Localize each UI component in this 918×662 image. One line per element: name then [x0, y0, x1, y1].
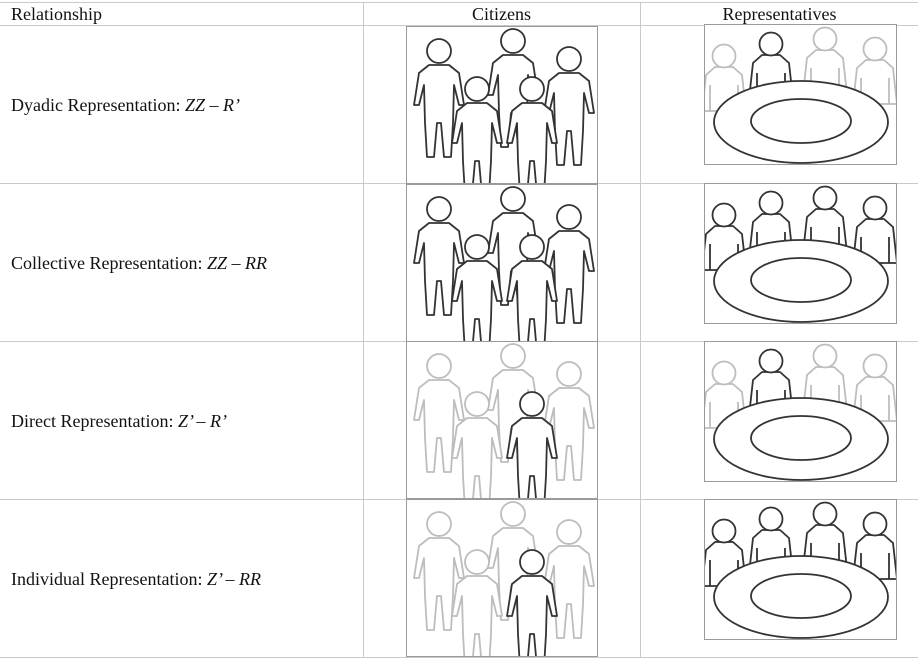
- representative-head-icon: [812, 185, 838, 211]
- citizens-crowd-figure: [406, 499, 598, 657]
- person-head-icon: [426, 38, 452, 64]
- citizens-crowd-figure: [406, 26, 598, 184]
- relationship-name: Individual Representation:: [11, 569, 207, 589]
- person-head-icon: [500, 186, 526, 212]
- column-divider: [363, 2, 364, 658]
- representative-head-icon: [862, 511, 888, 537]
- representatives-table-figure: [704, 341, 897, 482]
- person-head-icon: [556, 361, 582, 387]
- person-icon: [506, 102, 558, 183]
- person-head-icon: [500, 343, 526, 369]
- representative-head-icon: [812, 501, 838, 527]
- row-label-dyadic: Dyadic Representation: ZZ – R’: [11, 94, 240, 116]
- person-head-icon: [519, 549, 545, 575]
- person-head-icon: [556, 46, 582, 72]
- representative-head-icon: [711, 360, 737, 386]
- person-head-icon: [464, 76, 490, 102]
- person-head-icon: [556, 204, 582, 230]
- representative-head-icon: [711, 202, 737, 228]
- row-label-individual: Individual Representation: Z’ – RR: [11, 568, 261, 590]
- person-head-icon: [464, 234, 490, 260]
- representatives-table-figure: [704, 24, 897, 165]
- relationship-name: Dyadic Representation:: [11, 95, 185, 115]
- representatives-table-figure: [704, 499, 897, 640]
- relationship-name: Collective Representation:: [11, 253, 207, 273]
- table-inner-ring-icon: [750, 257, 852, 303]
- person-head-icon: [500, 28, 526, 54]
- representative-head-icon: [711, 43, 737, 69]
- representative-head-icon: [812, 343, 838, 369]
- table-top-border: [0, 2, 918, 3]
- person-head-icon: [519, 234, 545, 260]
- person-icon: [506, 575, 558, 656]
- representative-head-icon: [758, 506, 784, 532]
- representative-head-icon: [758, 31, 784, 57]
- representative-head-icon: [862, 353, 888, 379]
- header-representatives: Representatives: [722, 4, 837, 24]
- relationship-formula: ZZ – RR: [206, 253, 267, 273]
- person-icon: [451, 575, 503, 656]
- citizens-crowd-figure: [406, 184, 598, 342]
- representative-head-icon: [862, 36, 888, 62]
- representative-head-icon: [758, 348, 784, 374]
- column-divider: [640, 2, 641, 658]
- representative-head-icon: [812, 26, 838, 52]
- header-relationship: Relationship: [11, 4, 102, 24]
- person-icon: [451, 260, 503, 341]
- person-head-icon: [464, 549, 490, 575]
- header-citizens: Citizens: [472, 4, 531, 24]
- person-head-icon: [426, 353, 452, 379]
- person-icon: [451, 102, 503, 183]
- person-head-icon: [500, 501, 526, 527]
- representative-head-icon: [711, 518, 737, 544]
- row-label-direct: Direct Representation: Z’ – R’: [11, 410, 227, 432]
- person-head-icon: [519, 76, 545, 102]
- representative-head-icon: [758, 190, 784, 216]
- representatives-table-figure: [704, 183, 897, 324]
- person-head-icon: [426, 511, 452, 537]
- relationship-formula: Z’ – R’: [177, 411, 227, 431]
- relationship-formula: ZZ – R’: [184, 95, 240, 115]
- person-head-icon: [426, 196, 452, 222]
- person-head-icon: [519, 391, 545, 417]
- table-inner-ring-icon: [750, 415, 852, 461]
- relationship-name: Direct Representation:: [11, 411, 178, 431]
- table-inner-ring-icon: [750, 573, 852, 619]
- citizens-crowd-figure: [406, 341, 598, 499]
- representative-head-icon: [862, 195, 888, 221]
- person-icon: [506, 417, 558, 498]
- header-divider: [0, 25, 918, 26]
- person-icon: [451, 417, 503, 498]
- table-inner-ring-icon: [750, 98, 852, 144]
- person-head-icon: [464, 391, 490, 417]
- relationship-formula: Z’ – RR: [206, 569, 261, 589]
- person-icon: [506, 260, 558, 341]
- table-bottom-border: [0, 657, 918, 658]
- person-head-icon: [556, 519, 582, 545]
- row-label-collective: Collective Representation: ZZ – RR: [11, 252, 267, 274]
